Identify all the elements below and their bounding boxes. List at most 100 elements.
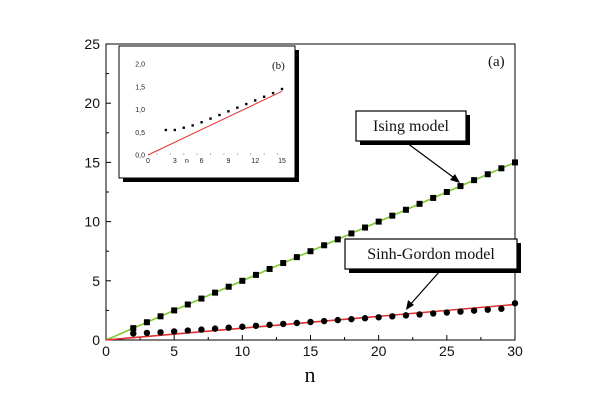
inset-point	[254, 99, 257, 102]
ising-point	[389, 212, 396, 219]
sinh-gordon-point	[375, 314, 382, 321]
ising-point	[239, 277, 246, 284]
sinh-gordon-point	[416, 311, 423, 318]
sinh-gordon-point	[511, 300, 519, 307]
ising-point	[457, 183, 464, 190]
inset-x-axis-title: n	[185, 158, 189, 165]
ising-point	[402, 206, 409, 213]
ising-point	[348, 230, 355, 237]
inset-panel-label: (b)	[272, 60, 285, 72]
inset-x-dot-tick	[223, 153, 225, 155]
inset-y-tick-label: 1,5	[135, 84, 145, 91]
sinh-gordon-point	[457, 308, 464, 315]
x-tick-label-25: 25	[439, 343, 455, 359]
ising-point	[130, 325, 137, 332]
y-tick-label-20: 20	[84, 95, 100, 111]
inset-x-tick-label: 3	[173, 158, 177, 165]
inset-b: 0,0 0,5 1,0 1,5 2,0 0 3 6 9 12 15 (b) n	[118, 45, 299, 182]
ising-point	[498, 165, 505, 172]
sinh-gordon-point	[293, 319, 301, 327]
ising-point	[430, 194, 437, 201]
ising-point	[157, 313, 164, 320]
inset-point	[200, 121, 203, 124]
sinh-gordon-point	[157, 329, 164, 336]
sinh-gordon-point	[470, 307, 478, 314]
inset-point	[271, 91, 275, 95]
sinh-gordon-point	[280, 320, 287, 328]
inset-y-tick-label: 2,0	[135, 62, 145, 69]
y-tick-label-10: 10	[84, 214, 100, 230]
inset-x-dot-tick	[156, 153, 158, 155]
inset-point	[227, 110, 230, 113]
inset-x-tick-label: 0	[146, 158, 150, 165]
sinh-gordon-point	[389, 313, 396, 320]
sinh-gordon-point	[211, 325, 219, 332]
callout-ising-arrowhead	[450, 174, 460, 183]
inset-point	[164, 128, 168, 132]
ising-point	[198, 295, 205, 302]
y-tick-label-0: 0	[92, 332, 100, 348]
callout-ising: Ising model	[355, 110, 470, 183]
inset-point	[173, 128, 176, 132]
panel-label-a: (a)	[488, 54, 505, 70]
inset-point	[182, 126, 185, 129]
ising-point	[171, 307, 178, 314]
sinh-gordon-point	[184, 327, 191, 334]
callout-sinh-gordon-arrowhead	[406, 300, 414, 310]
sinh-gordon-point	[484, 306, 491, 313]
sinh-gordon-point	[225, 324, 232, 331]
y-tick-label-15: 15	[84, 154, 100, 170]
y-tick-label-5: 5	[92, 273, 100, 289]
x-tick-label-30: 30	[507, 343, 523, 359]
inset-x-tick-label: 6	[200, 158, 204, 165]
callout-ising-box	[355, 110, 467, 142]
inset-x-dot-tick	[183, 153, 185, 155]
sinh-gordon-point	[402, 312, 410, 319]
ising-point	[362, 224, 369, 231]
y-tick-label-25: 25	[84, 36, 100, 52]
inset-point	[191, 124, 194, 127]
ising-point	[307, 248, 314, 255]
inset-x-dot-tick	[277, 153, 279, 155]
sinh-gordon-point	[143, 329, 151, 337]
ising-point	[321, 242, 328, 249]
x-tick-label-0: 0	[102, 343, 110, 359]
ising-point	[252, 271, 259, 278]
sinh-gordon-point	[334, 316, 341, 324]
ising-point	[266, 265, 273, 272]
inset-x-dot-tick	[210, 153, 212, 155]
sinh-gordon-point	[320, 317, 328, 325]
inset-point	[245, 102, 248, 106]
inset-x-tick-label: 12	[251, 158, 259, 165]
ising-point	[334, 236, 341, 243]
inset-y-tick-label: 0,0	[135, 153, 145, 160]
callout-sinh-gordon: Sinh-Gordon model	[344, 238, 521, 310]
callout-sinh-gordon-label: Sinh-Gordon model	[367, 246, 495, 263]
ising-point	[225, 283, 232, 290]
callout-sinh-gordon-box	[344, 238, 518, 270]
ising-point	[416, 200, 423, 207]
sinh-gordon-point	[130, 330, 137, 337]
inset-point	[280, 87, 284, 91]
sinh-gordon-point	[443, 309, 451, 316]
ising-point	[143, 319, 150, 326]
sinh-gordon-point	[170, 328, 178, 335]
x-tick-label-5: 5	[170, 343, 178, 359]
ising-point	[280, 260, 287, 267]
sinh-gordon-point	[266, 321, 273, 329]
inset-x-dot-tick	[196, 153, 198, 155]
sinh-gordon-point	[239, 323, 246, 330]
inset-point	[236, 106, 239, 109]
inset-fit-line	[147, 90, 283, 156]
inset-x-dot-tick	[169, 153, 171, 155]
inset-x-tick-label: 15	[278, 158, 286, 165]
inset-point	[262, 95, 266, 98]
inset-point	[209, 117, 212, 120]
ising-point	[484, 171, 491, 178]
x-tick-label-15: 15	[303, 343, 319, 359]
sinh-gordon-point	[307, 318, 314, 326]
ising-point	[293, 254, 300, 261]
callout-ising-arrow	[406, 142, 458, 181]
x-tick-label-20: 20	[371, 343, 387, 359]
